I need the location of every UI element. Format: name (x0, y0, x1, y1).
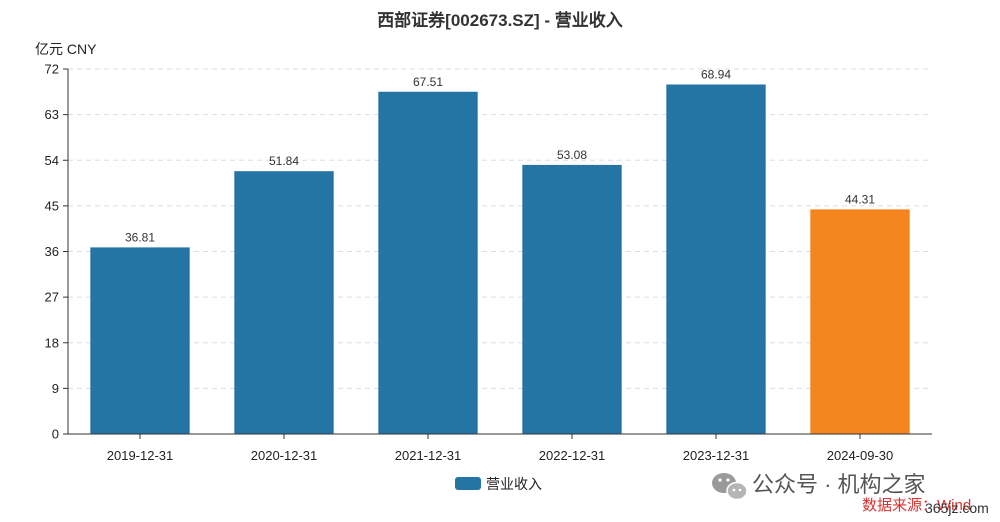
bar (378, 91, 478, 434)
x-tick-label: 2021-12-31 (395, 448, 462, 463)
y-axis-unit: 亿元 CNY (35, 41, 97, 57)
data-label: 44.31 (845, 192, 875, 206)
y-tick-label: 18 (45, 335, 59, 350)
y-tick-label: 36 (45, 244, 59, 259)
y-tick-label: 27 (45, 290, 59, 305)
y-tick-label: 54 (45, 153, 59, 168)
y-tick-label: 45 (45, 198, 59, 213)
legend: 营业收入 (455, 476, 542, 492)
wechat-icon (712, 473, 748, 501)
data-label: 67.51 (413, 75, 443, 89)
axes: 0 9 18 27 36 45 54 63 72 2019-12-31 2020-12-31 2021… (45, 62, 932, 463)
y-tick-label: 0 (52, 427, 59, 442)
bar (522, 164, 622, 435)
data-label: 53.08 (557, 148, 587, 162)
y-tick-label: 63 (45, 107, 59, 122)
data-label: 36.81 (125, 230, 155, 244)
legend-swatch (455, 477, 481, 490)
x-tick-label: 2020-12-31 (251, 448, 318, 463)
bar (810, 209, 910, 434)
x-tick-label: 2024-09-30 (827, 448, 894, 463)
y-tick-label: 72 (45, 62, 59, 77)
data-source: 数据来源：Wind (862, 497, 971, 514)
y-tick-label: 9 (52, 381, 59, 396)
bar (90, 247, 190, 434)
x-tick-label: 2019-12-31 (107, 448, 174, 463)
chart-title: 西部证券[002673.SZ] - 营业收入 (377, 10, 623, 30)
x-tick-label: 2022-12-31 (539, 448, 606, 463)
data-label: 68.94 (701, 68, 731, 82)
x-tick-label: 2023-12-31 (683, 448, 750, 463)
site-watermark: 365jz.com (925, 500, 989, 516)
grid-lines (68, 68, 932, 389)
watermark-text: 公众号 · 机构之家 (752, 472, 926, 497)
watermark: 公众号 · 机构之家 数据来源：Wind 365jz.com (712, 472, 989, 516)
bar (234, 171, 334, 434)
bar (666, 84, 766, 434)
data-label: 51.84 (269, 154, 299, 168)
bars: 36.81 51.84 67.51 53.08 68.94 44.31 (90, 68, 910, 435)
legend-label: 营业收入 (486, 476, 542, 492)
